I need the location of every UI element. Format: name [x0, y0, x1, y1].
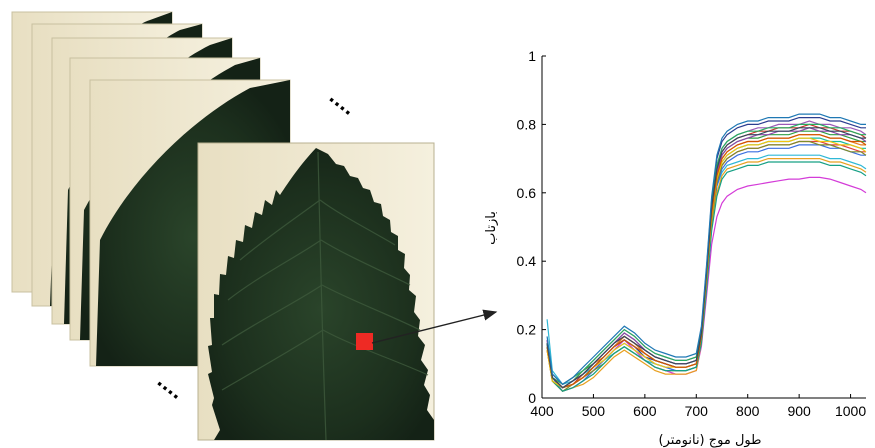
spectral-curve-13 — [546, 161, 867, 392]
y-tick-label: 0.4 — [517, 253, 537, 269]
pixel-to-spectrum-arrow — [371, 309, 498, 344]
y-tick-label: 1 — [528, 48, 536, 64]
x-tick-label: 800 — [736, 403, 760, 419]
y-tick-label: 0.2 — [517, 322, 537, 338]
spectral-curve-19 — [546, 113, 866, 386]
x-tick-label: 1000 — [835, 403, 866, 419]
selected-pixel-marker — [356, 333, 373, 350]
reflectance-chart: 400 500 600 700 800 900 1000 0 0.2 0.4 0.6 0.8 1 طول… — [484, 48, 866, 448]
y-tick-label: 0 — [528, 390, 536, 406]
front-band-image — [197, 142, 435, 441]
hyperspectral-image-stack: .... .... — [11, 11, 435, 441]
spectral-curve-9 — [546, 123, 867, 389]
x-tick-label: 400 — [530, 403, 554, 419]
x-tick-label: 900 — [787, 403, 811, 419]
x-axis-label: طول موج (نانومتر) — [659, 433, 762, 448]
spectral-curve-18 — [546, 127, 866, 389]
ellipsis-top: .... — [325, 87, 359, 120]
leaf-veins — [221, 151, 429, 441]
ellipsis-bottom: .... — [153, 371, 187, 404]
chart-axes — [541, 55, 866, 399]
x-tick-label: 500 — [582, 403, 606, 419]
spectral-curves — [546, 113, 867, 392]
x-tick-label: 600 — [633, 403, 657, 419]
spectral-curve-16 — [546, 123, 866, 386]
y-tick-label: 0.6 — [517, 185, 537, 201]
y-axis-label: بازتاب — [484, 211, 499, 245]
chart-tick-labels: 400 500 600 700 800 900 1000 0 0.2 0.4 0.6 0.8 1 — [517, 48, 867, 419]
spectral-curve-7 — [546, 120, 867, 386]
y-tick-label: 0.8 — [517, 116, 537, 132]
x-tick-label: 700 — [685, 403, 709, 419]
